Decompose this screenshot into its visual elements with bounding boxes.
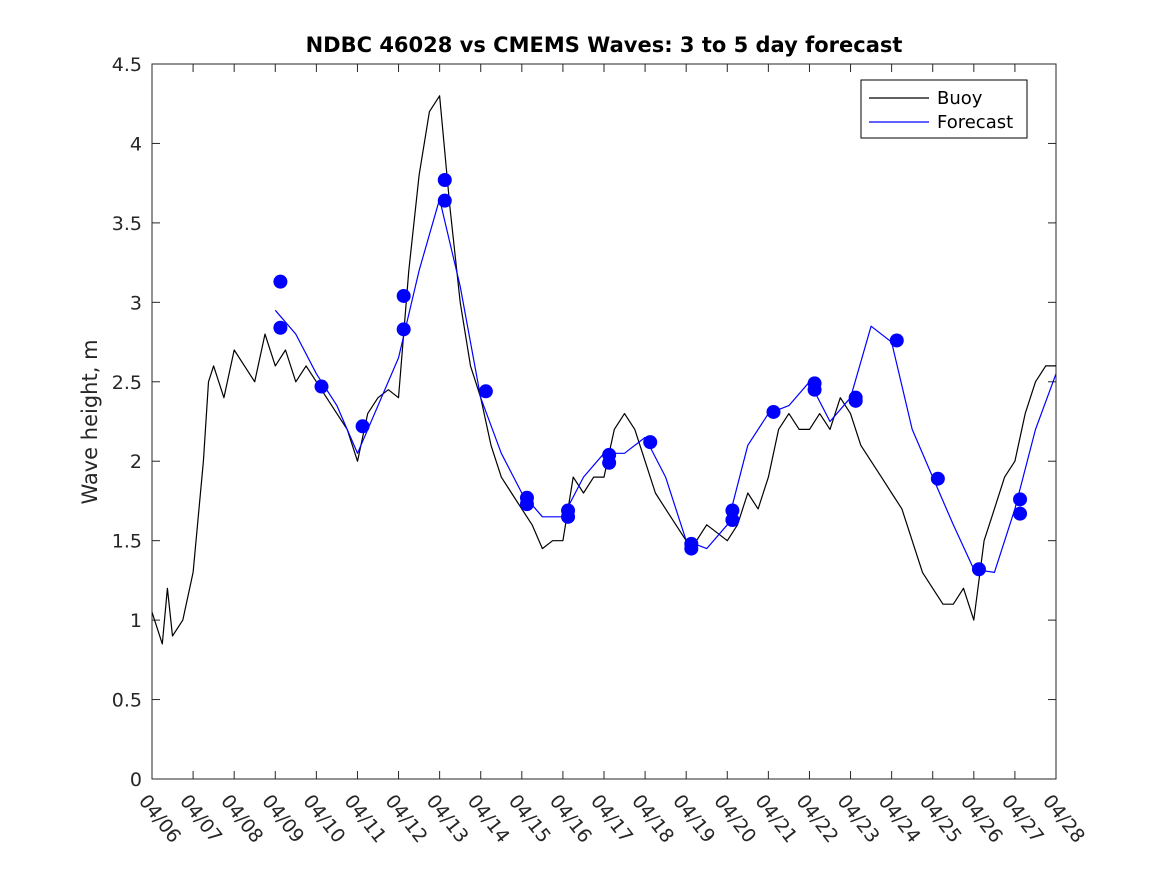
x-tick-label: 04/19	[668, 791, 719, 848]
forecast-point-marker	[273, 274, 288, 289]
x-tick-label: 04/06	[134, 791, 185, 848]
forecast-point-marker	[766, 404, 781, 419]
y-tick-label: 2	[130, 451, 142, 473]
x-tick-label: 04/13	[422, 791, 473, 848]
chart-title: NDBC 46028 vs CMEMS Waves: 3 to 5 day fo…	[306, 33, 903, 57]
x-tick-label: 04/24	[874, 791, 925, 848]
x-tick-label: 04/14	[463, 791, 514, 848]
plot-area: 0 0.5 1 1.5 2 2.5 3 3.5 4 4.5 04/0604/0704/0804/09…	[112, 54, 1089, 847]
forecast-point-marker	[971, 562, 986, 577]
forecast-point-marker	[437, 172, 452, 187]
forecast-point-marker	[889, 333, 904, 348]
x-tick-label: 04/17	[586, 791, 637, 848]
x-tick-label: 04/15	[504, 791, 555, 848]
x-tick-label: 04/21	[750, 791, 801, 848]
buoy-line	[152, 95, 1056, 645]
series-group	[152, 95, 1056, 645]
x-tick-label: 04/12	[381, 791, 432, 848]
forecast-point-marker	[643, 435, 658, 450]
y-tick-label: 3	[130, 292, 142, 314]
x-tick-label: 04/26	[956, 791, 1007, 848]
forecast-point-marker	[314, 379, 329, 394]
forecast-point-marker	[437, 193, 452, 208]
x-tick-label: 04/22	[792, 791, 843, 848]
x-tick-label: 04/07	[175, 791, 226, 848]
x-tick-label: 04/18	[627, 791, 678, 848]
legend-box	[860, 79, 1028, 139]
plot-frame	[151, 63, 1057, 780]
legend-forecast-label: Forecast	[937, 112, 1013, 133]
y-tick-label: 4	[130, 133, 142, 155]
forecast-point-marker	[1013, 506, 1028, 521]
forecast-point-marker	[848, 393, 863, 408]
y-axis-title: Wave height, m	[78, 339, 102, 504]
legend-buoy-label: Buoy	[937, 88, 983, 109]
forecast-point-marker	[725, 513, 740, 528]
y-tick-label: 0.5	[112, 690, 142, 712]
forecast-line	[274, 198, 1056, 573]
x-tick-label: 04/08	[216, 791, 267, 848]
y-tick-label: 1.5	[112, 531, 142, 553]
x-tick-label: 04/16	[545, 791, 596, 848]
forecast-point-marker	[396, 288, 411, 303]
forecast-point-marker	[519, 497, 534, 512]
x-tick-label: 04/09	[257, 791, 308, 848]
x-tick-label: 04/23	[833, 791, 884, 848]
x-tick-label: 04/28	[1038, 791, 1089, 848]
forecast-point-marker	[355, 419, 370, 434]
forecast-point-marker	[930, 471, 945, 486]
y-tick-label: 3.5	[112, 213, 142, 235]
forecast-point-marker	[1013, 492, 1028, 507]
forecast-point-marker	[478, 384, 493, 399]
forecast-point-marker	[602, 455, 617, 470]
x-tick-label: 04/27	[997, 791, 1048, 848]
forecast-point-marker	[561, 509, 576, 524]
forecast-point-marker	[807, 382, 822, 397]
x-tick-label: 04/11	[340, 791, 391, 848]
y-tick-label: 4.5	[112, 54, 142, 76]
x-tick-label: 04/25	[915, 791, 966, 848]
forecast-point-marker	[273, 320, 288, 335]
forecast-point-marker	[396, 322, 411, 337]
legend: Buoy Forecast	[860, 79, 1028, 139]
x-tick-label: 04/20	[709, 791, 760, 848]
y-tick-label: 2.5	[112, 372, 142, 394]
y-tick-label: 0	[130, 769, 142, 791]
forecast-point-marker	[684, 541, 699, 556]
x-tick-label: 04/10	[298, 791, 349, 848]
y-tick-label: 1	[130, 610, 142, 632]
